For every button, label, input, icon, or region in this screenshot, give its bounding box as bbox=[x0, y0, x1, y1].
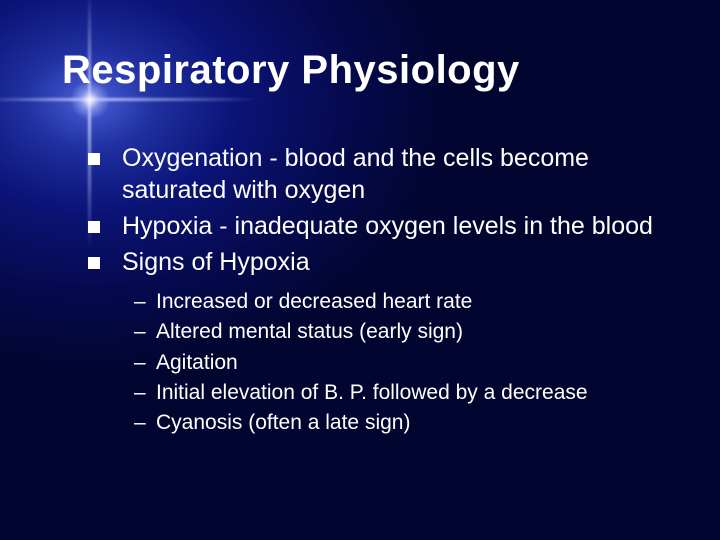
bullet-text: Signs of Hypoxia bbox=[122, 246, 310, 278]
square-bullet-icon bbox=[88, 257, 100, 269]
sub-bullet-item: – Altered mental status (early sign) bbox=[134, 318, 680, 346]
sub-bullet-item: – Agitation bbox=[134, 349, 680, 377]
bullet-text: Hypoxia - inadequate oxygen levels in th… bbox=[122, 210, 653, 242]
square-bullet-icon bbox=[88, 221, 100, 233]
sub-bullet-item: – Increased or decreased heart rate bbox=[134, 288, 680, 316]
bullet-item: Signs of Hypoxia bbox=[88, 246, 680, 278]
sub-bullet-text: Increased or decreased heart rate bbox=[156, 288, 472, 316]
bullet-text: Oxygenation - blood and the cells become… bbox=[122, 142, 680, 206]
bullet-item: Hypoxia - inadequate oxygen levels in th… bbox=[88, 210, 680, 242]
dash-bullet-icon: – bbox=[134, 379, 156, 407]
sub-bullet-text: Altered mental status (early sign) bbox=[156, 318, 463, 346]
lens-flare-horizontal bbox=[0, 98, 260, 101]
slide-title: Respiratory Physiology bbox=[62, 48, 520, 93]
square-bullet-icon bbox=[88, 153, 100, 165]
sub-bullet-list: – Increased or decreased heart rate – Al… bbox=[134, 288, 680, 438]
sub-bullet-item: – Cyanosis (often a late sign) bbox=[134, 409, 680, 437]
bullet-item: Oxygenation - blood and the cells become… bbox=[88, 142, 680, 206]
sub-bullet-text: Cyanosis (often a late sign) bbox=[156, 409, 410, 437]
sub-bullet-item: – Initial elevation of B. P. followed by… bbox=[134, 379, 680, 407]
dash-bullet-icon: – bbox=[134, 349, 156, 377]
sub-bullet-text: Initial elevation of B. P. followed by a… bbox=[156, 379, 588, 407]
slide-body: Oxygenation - blood and the cells become… bbox=[88, 142, 680, 440]
dash-bullet-icon: – bbox=[134, 288, 156, 316]
sub-bullet-text: Agitation bbox=[156, 349, 238, 377]
dash-bullet-icon: – bbox=[134, 318, 156, 346]
dash-bullet-icon: – bbox=[134, 409, 156, 437]
